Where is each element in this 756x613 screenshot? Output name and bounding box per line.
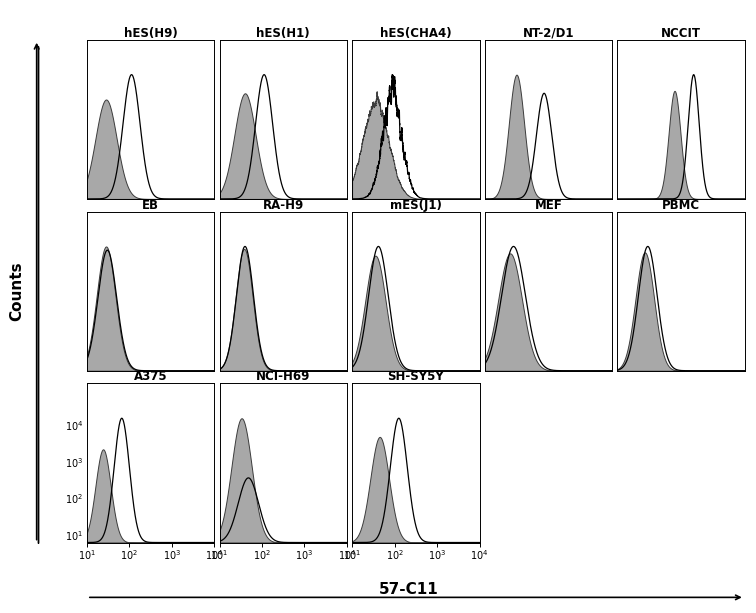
Title: NCI-H69: NCI-H69 <box>256 370 311 384</box>
Text: $10^4$: $10^4$ <box>65 419 83 433</box>
Title: hES(H1): hES(H1) <box>256 27 310 40</box>
Title: EB: EB <box>142 199 160 211</box>
Title: NT-2/D1: NT-2/D1 <box>522 27 574 40</box>
Title: hES(H9): hES(H9) <box>124 27 178 40</box>
Title: mES(J1): mES(J1) <box>390 199 442 211</box>
Title: NCCIT: NCCIT <box>661 27 701 40</box>
Text: $10^2$: $10^2$ <box>65 493 83 506</box>
Title: hES(CHA4): hES(CHA4) <box>380 27 451 40</box>
Text: Counts: Counts <box>9 261 24 321</box>
Text: 57-C11: 57-C11 <box>378 582 438 597</box>
Title: RA-H9: RA-H9 <box>262 199 304 211</box>
Title: MEF: MEF <box>534 199 562 211</box>
Text: $10^3$: $10^3$ <box>65 456 83 470</box>
Title: A375: A375 <box>134 370 168 384</box>
Text: $10^1$: $10^1$ <box>65 529 83 543</box>
Title: SH-SY5Y: SH-SY5Y <box>387 370 445 384</box>
Title: PBMC: PBMC <box>662 199 700 211</box>
